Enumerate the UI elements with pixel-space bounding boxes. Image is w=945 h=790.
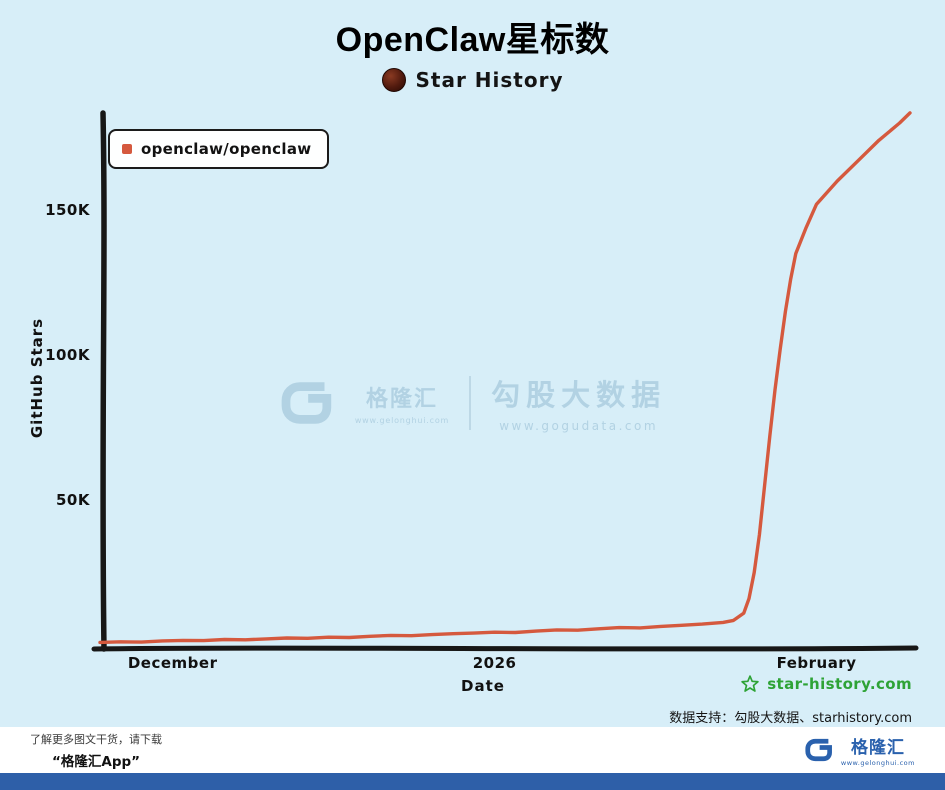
watermark: 格隆汇 www.gelonghui.com 勾股大数据 www.gogudata… bbox=[0, 372, 945, 433]
watermark-brand: 格隆汇 www.gelonghui.com bbox=[355, 381, 449, 425]
x-tick-label: December bbox=[128, 654, 218, 672]
star-history-credit-label: star-history.com bbox=[767, 675, 912, 693]
line-chart: December 2026 February 50K 100K 150K bbox=[45, 110, 919, 672]
footer-logo-text: 格隆汇 www.gelonghui.com bbox=[841, 733, 915, 767]
y-tick-label: 150K bbox=[45, 201, 91, 219]
bottom-bar bbox=[0, 773, 945, 790]
footer-promo: 了解更多图文干货，请下载 “格隆汇App” bbox=[30, 731, 162, 770]
series-line bbox=[98, 111, 912, 645]
star-history-logo-icon bbox=[381, 68, 406, 92]
gelonghui-logo-icon bbox=[281, 381, 332, 424]
legend-swatch bbox=[122, 144, 132, 154]
gelonghui-footer-logo: 格隆汇 www.gelonghui.com bbox=[804, 733, 915, 767]
watermark-divider bbox=[469, 375, 472, 430]
y-axis bbox=[100, 110, 107, 652]
legend: openclaw/openclaw bbox=[108, 129, 330, 169]
gelonghui-logo-icon bbox=[805, 738, 832, 762]
footer-promo-line1: 了解更多图文干货，请下载 bbox=[30, 732, 162, 746]
watermark-partner-name: 勾股大数据 bbox=[491, 378, 667, 412]
x-axis-title: Date bbox=[461, 677, 505, 695]
y-tick-label: 100K bbox=[45, 346, 91, 364]
page-title: OpenClaw星标数 bbox=[335, 21, 610, 59]
star-history-brand-label: Star History bbox=[415, 68, 564, 92]
footer-logo-name: 格隆汇 bbox=[850, 738, 905, 758]
data-support-note: 数据支持：勾股大数据、starhistory.com bbox=[669, 711, 912, 726]
footer-promo-line2: “格隆汇App” bbox=[52, 753, 141, 770]
watermark-brand-url: www.gelonghui.com bbox=[354, 415, 450, 425]
x-tick-label: 2026 bbox=[473, 654, 517, 672]
star-icon bbox=[741, 675, 759, 692]
footer-logo-url: www.gelonghui.com bbox=[840, 759, 915, 767]
star-history-credit: star-history.com bbox=[740, 674, 912, 694]
y-tick-label: 50K bbox=[56, 491, 91, 509]
x-tick-label: February bbox=[777, 654, 857, 672]
chart-background bbox=[0, 0, 945, 727]
watermark-partner-url: www.gogudata.com bbox=[499, 419, 659, 433]
watermark-partner: 勾股大数据 www.gogudata.com bbox=[491, 372, 666, 433]
footer: 了解更多图文干货，请下载 “格隆汇App” 格隆汇 www.gelonghui.… bbox=[0, 727, 945, 773]
x-axis bbox=[91, 645, 919, 652]
star-history-brand: Star History bbox=[0, 68, 945, 92]
watermark-brand-name: 格隆汇 bbox=[365, 386, 438, 412]
legend-label: openclaw/openclaw bbox=[141, 140, 312, 158]
